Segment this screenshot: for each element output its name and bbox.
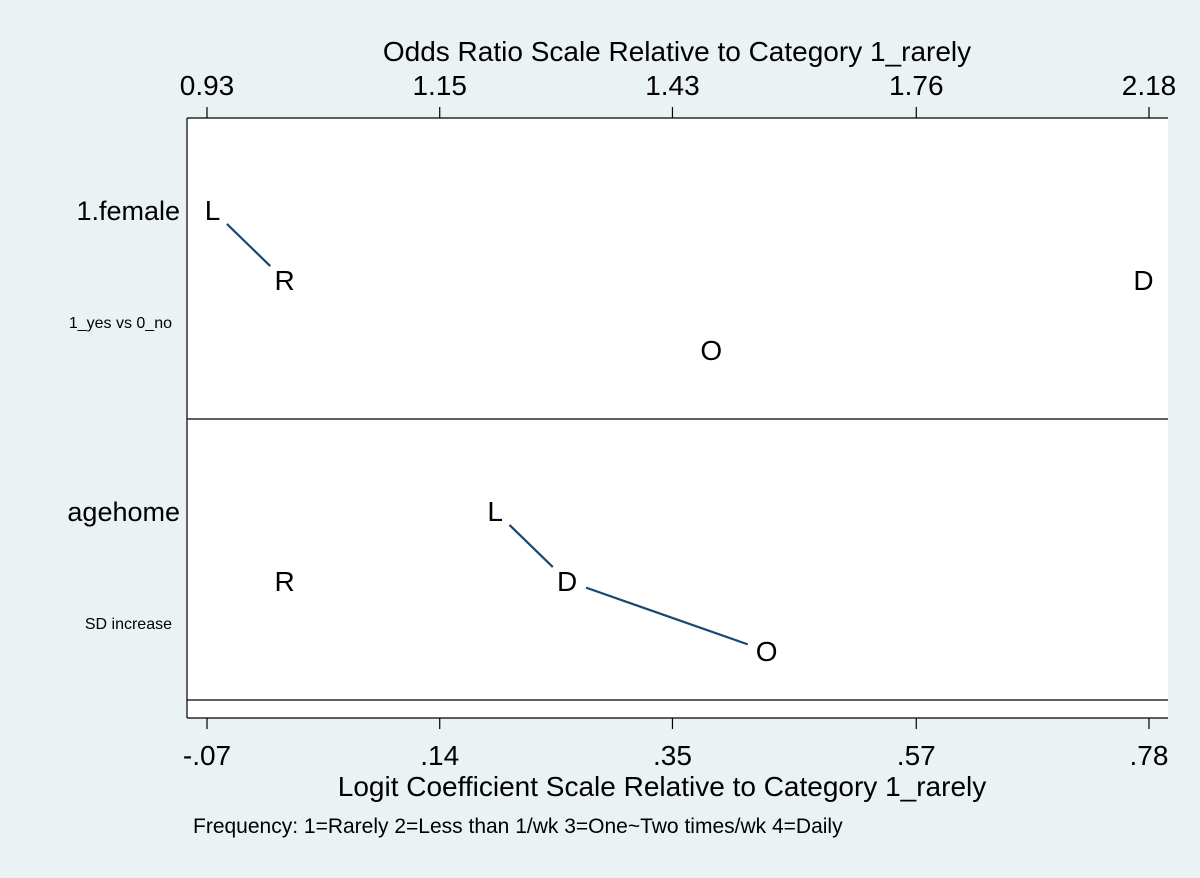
plot-area	[187, 118, 1168, 718]
data-point-o: O	[700, 335, 722, 366]
bottom-axis-tick-label: .14	[420, 740, 459, 771]
data-point-r: R	[274, 566, 294, 597]
data-point-l: L	[487, 496, 503, 527]
top-axis-tick-label: 2.18	[1122, 70, 1177, 101]
data-point-d: D	[1133, 265, 1153, 296]
top-axis-tick-label: 1.76	[889, 70, 944, 101]
top-axis-tick-label: 0.93	[180, 70, 235, 101]
bottom-axis-tick-label: -.07	[183, 740, 231, 771]
data-point-l: L	[205, 195, 221, 226]
panel-label: 1.female	[76, 196, 180, 226]
panel-sublabel: SD increase	[85, 616, 172, 633]
chart-note: Frequency: 1=Rarely 2=Less than 1/wk 3=O…	[193, 815, 843, 838]
top-axis-tick-label: 1.15	[412, 70, 467, 101]
data-point-o: O	[756, 636, 778, 667]
top-axis-tick-label: 1.43	[645, 70, 700, 101]
bottom-axis-title: Logit Coefficient Scale Relative to Cate…	[338, 771, 987, 802]
connector-line	[226, 223, 271, 267]
connector-line	[508, 524, 554, 568]
connector-line	[585, 586, 749, 646]
data-point-d: D	[557, 566, 577, 597]
bottom-axis-tick-label: .78	[1130, 740, 1169, 771]
bottom-axis-tick-label: .57	[897, 740, 936, 771]
data-point-r: R	[274, 265, 294, 296]
panel-label: agehome	[67, 497, 180, 527]
top-axis-title: Odds Ratio Scale Relative to Category 1_…	[383, 36, 971, 67]
bottom-axis-tick-label: .35	[653, 740, 692, 771]
panel-sublabel: 1_yes vs 0_no	[69, 315, 172, 332]
